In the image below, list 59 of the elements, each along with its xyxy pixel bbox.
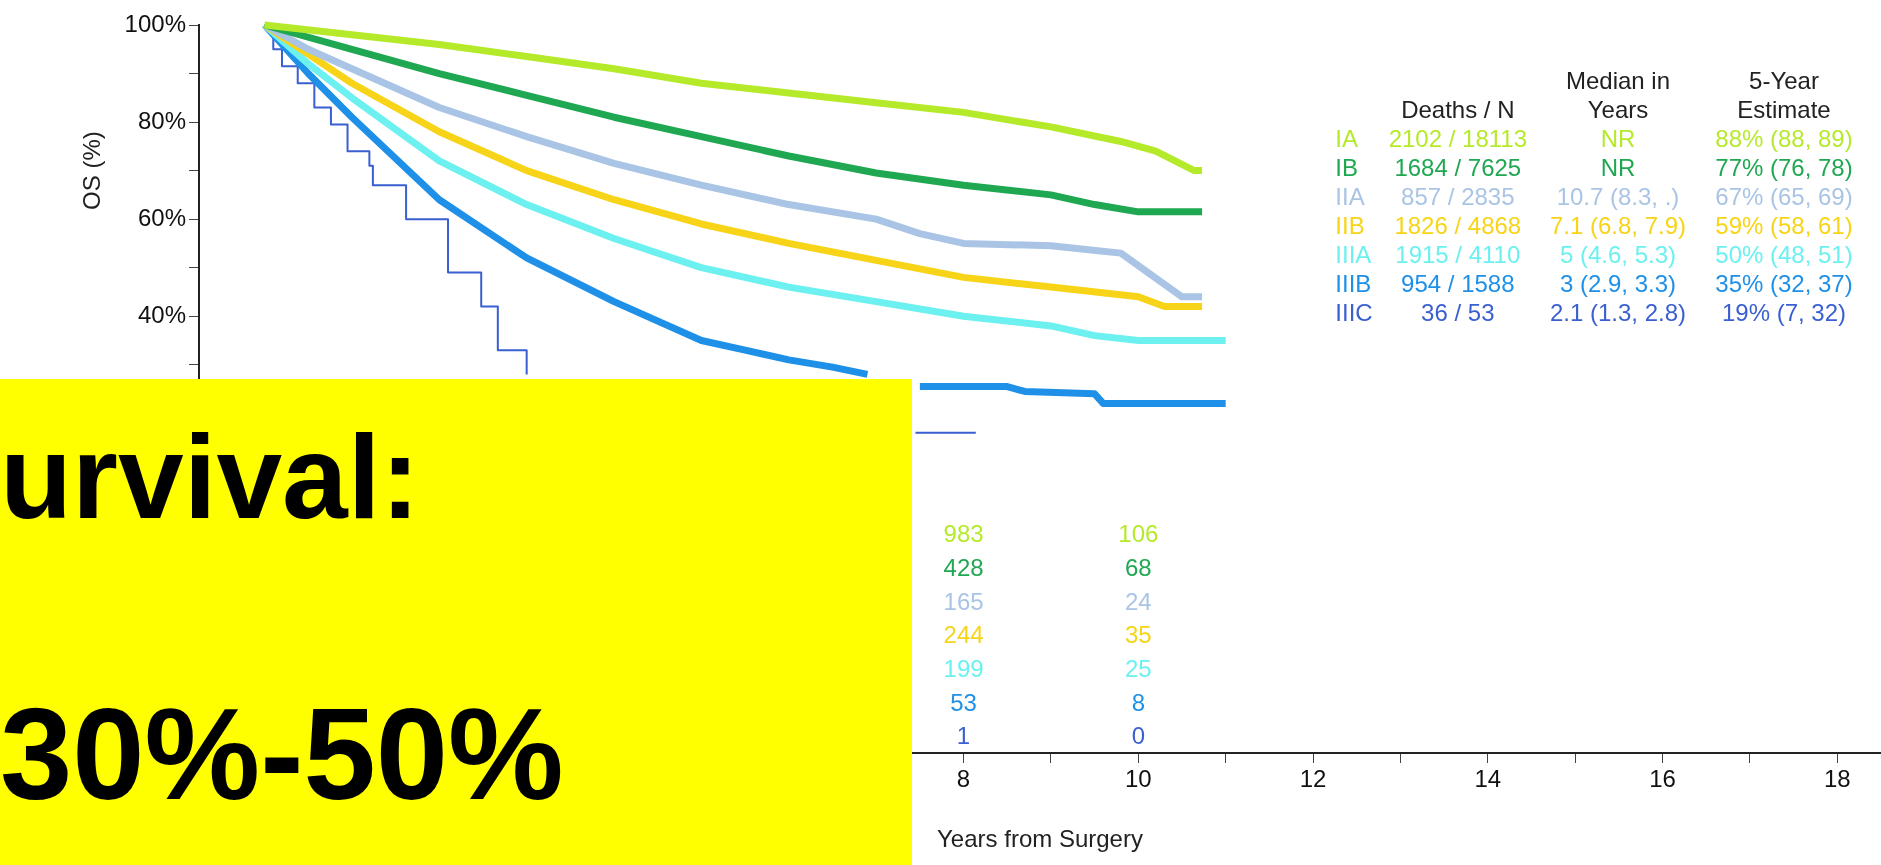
annotation: 88% (88, 89) <box>1714 124 1854 153</box>
annotation: 5 (4.6, 5.3) <box>1558 240 1678 269</box>
annotation: Deaths / N <box>1400 95 1516 124</box>
annotation: 244 <box>943 621 984 649</box>
text: IIIC <box>1334 298 1374 327</box>
annotation: 7.1 (6.8, 7.9) <box>1548 211 1688 240</box>
text: IA <box>1334 124 1359 153</box>
text: urvival: <box>0 410 420 545</box>
annotation: 0 <box>1131 722 1145 750</box>
y-tick-label: 80% <box>137 106 186 134</box>
annotation: 24 <box>1124 587 1152 615</box>
annotation: 199 <box>943 655 984 683</box>
annotation: 2102 / 18113 <box>1387 124 1528 153</box>
x-axis-title: Years from Surgery <box>937 825 1143 853</box>
annotation: 1915 / 4110 <box>1394 240 1522 269</box>
y-tick-label: 100% <box>124 9 186 37</box>
annotation: 19% (7, 32) <box>1720 298 1848 327</box>
text: IIA <box>1334 182 1366 211</box>
x-tick-label: 8 <box>956 765 971 793</box>
y-tick-label: 60% <box>137 203 186 231</box>
x-tick-label: 12 <box>1299 765 1327 793</box>
annotation: 983 <box>943 520 984 548</box>
annotation: 428 <box>943 553 984 581</box>
annotation: 68 <box>1124 553 1152 581</box>
x-tick-label: 18 <box>1823 765 1851 793</box>
annotation: 35 <box>1124 621 1152 649</box>
annotation: 77% (76, 78) <box>1714 153 1854 182</box>
x-tick-label: 14 <box>1474 765 1502 793</box>
text: IIIA <box>1334 240 1373 269</box>
annotation: 35% (32, 37) <box>1714 269 1854 298</box>
text: IIIB <box>1334 269 1373 298</box>
annotation: NR <box>1599 124 1637 153</box>
annotation: 106 <box>1118 520 1159 548</box>
text: 30%-50% <box>0 680 564 829</box>
text: IIB <box>1334 211 1366 240</box>
annotation: 59% (58, 61) <box>1714 211 1854 240</box>
annotation: 36 / 53 <box>1420 298 1496 327</box>
x-tick-label: 16 <box>1649 765 1676 793</box>
y-axis-title: OS (%) <box>77 131 105 210</box>
annotation: 53 <box>950 688 977 716</box>
annotation: 67% (65, 69) <box>1714 182 1854 211</box>
annotation: 1684 / 7625 <box>1393 153 1523 182</box>
annotation: 10.7 (8.3, .) <box>1555 182 1681 211</box>
annotation: 954 / 1588 <box>1400 269 1516 298</box>
annotation: NR <box>1599 153 1637 182</box>
annotation: 1 <box>956 722 971 750</box>
annotation: 5-Year Estimate <box>1736 66 1832 124</box>
annotation: Median in Years <box>1564 66 1672 124</box>
annotation: 8 <box>1131 688 1145 716</box>
annotation: 2.1 (1.3, 2.8) <box>1548 298 1688 327</box>
x-tick-label: 10 <box>1124 765 1152 793</box>
annotation: 50% (48, 51) <box>1714 240 1854 269</box>
annotation: 1826 / 4868 <box>1393 211 1523 240</box>
annotation: 25 <box>1124 655 1152 683</box>
annotation: 857 / 2835 <box>1400 182 1516 211</box>
y-tick-label: 40% <box>137 300 186 328</box>
annotation: 3 (2.9, 3.3) <box>1558 269 1678 298</box>
text: IB <box>1334 153 1359 182</box>
annotation: 165 <box>943 587 984 615</box>
